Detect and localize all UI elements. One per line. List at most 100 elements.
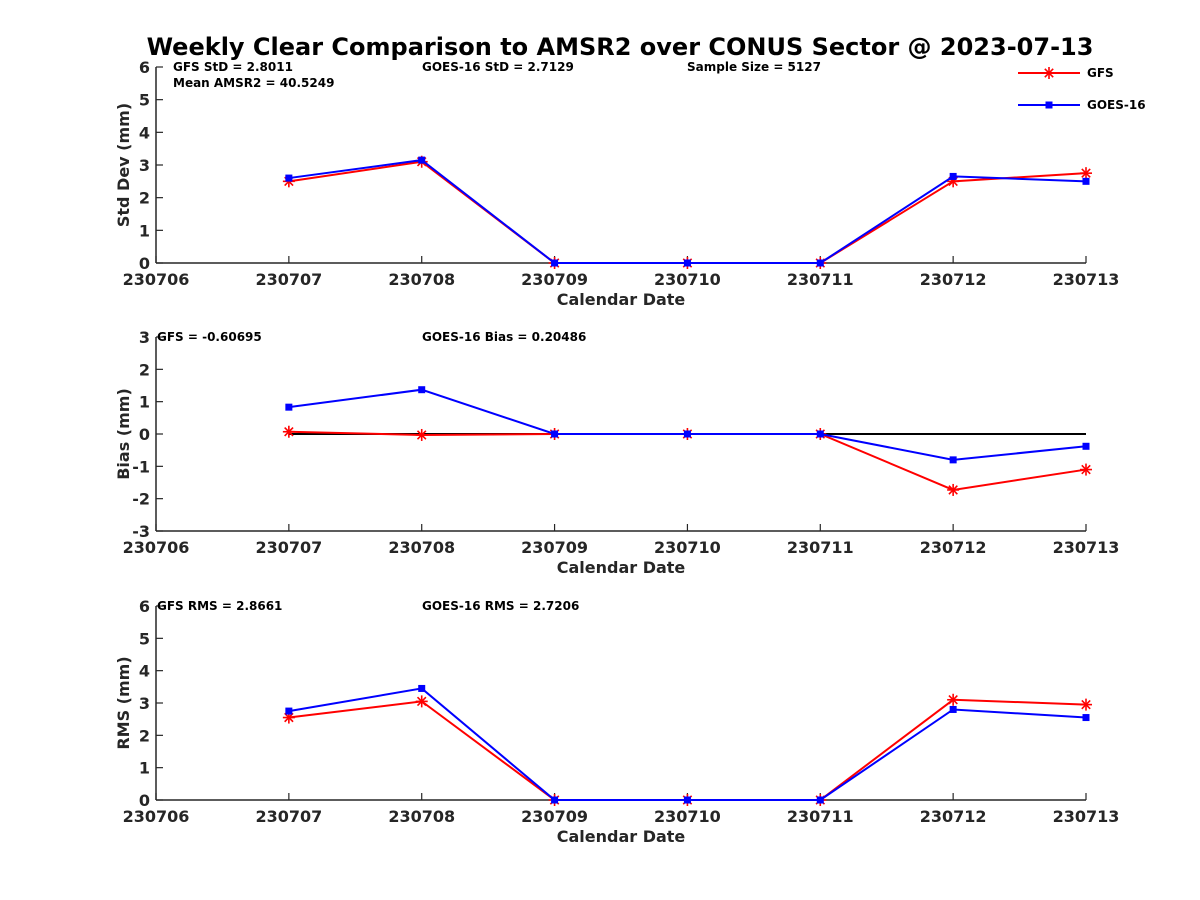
x-tick-label: 230709 — [521, 270, 588, 289]
series-goes-16 — [285, 684, 1090, 804]
y-tick-label: 1 — [139, 759, 150, 778]
y-tick-label: 2 — [139, 189, 150, 208]
data-point — [418, 684, 426, 692]
x-tick-label: 230710 — [654, 807, 721, 826]
x-tick-label: 230707 — [255, 807, 322, 826]
x-tick-label: 230709 — [521, 807, 588, 826]
y-tick-label: 3 — [139, 328, 150, 347]
y-tick-label: -3 — [132, 522, 150, 541]
stat-text: GFS RMS = 2.8661 — [157, 599, 282, 613]
marker-stroke — [416, 696, 427, 707]
y-tick-label: 4 — [139, 662, 150, 681]
series-goes-16 — [285, 156, 1090, 267]
series-line — [288, 430, 1087, 491]
x-tick-label: 230711 — [787, 538, 854, 557]
stat-text: Sample Size = 5127 — [687, 60, 821, 74]
data-point — [282, 425, 295, 438]
stat-text: Mean AMSR2 = 40.5249 — [173, 76, 334, 90]
panel-std: 0 1 2 3 4 5 6 230706 230707 230708 230709 230710 230… — [114, 58, 1119, 309]
x-tick-label: 230707 — [255, 270, 322, 289]
legend-label: GFS — [1087, 66, 1114, 80]
x-axis-label: Calendar Date — [557, 290, 686, 309]
data-point — [285, 707, 293, 715]
y-axis-label: Bias (mm) — [114, 388, 133, 480]
data-point — [683, 259, 691, 267]
stat-text: GOES-16 Bias = 0.20486 — [422, 330, 586, 344]
x-axis-label: Calendar Date — [557, 827, 686, 846]
x-tick-label: 230713 — [1053, 270, 1120, 289]
x-tick-label: 230708 — [388, 538, 455, 557]
x-tick-label: 230712 — [920, 538, 987, 557]
y-tick-label: 0 — [139, 254, 150, 273]
y-tick-label: 3 — [139, 156, 150, 175]
data-point — [1080, 698, 1092, 711]
y-axis-label: RMS (mm) — [114, 656, 133, 749]
marker-stroke — [1081, 168, 1091, 178]
stat-text: GFS = -0.60695 — [157, 330, 262, 344]
data-point — [285, 174, 293, 182]
series-gfs — [282, 155, 1092, 269]
data-point — [418, 386, 426, 394]
legend-entry-goes-16: GOES-16 — [1018, 98, 1146, 112]
y-tick-label: 3 — [139, 694, 150, 713]
stat-text: GOES-16 RMS = 2.7206 — [422, 599, 579, 613]
marker-stroke — [1081, 699, 1091, 710]
y-axis-label: Std Dev (mm) — [114, 103, 133, 227]
data-point — [1082, 714, 1090, 722]
data-point — [947, 693, 960, 706]
x-tick-label: 230713 — [1053, 538, 1120, 557]
series-line — [288, 698, 1087, 801]
data-point — [415, 428, 428, 441]
y-tick-label: 1 — [139, 393, 150, 412]
legend-marker — [1043, 67, 1055, 79]
x-tick-label: 230713 — [1053, 807, 1120, 826]
legend-marker — [1045, 101, 1053, 109]
data-point — [683, 430, 691, 438]
y-tick-label: 5 — [139, 629, 150, 648]
marker-stroke — [416, 430, 427, 440]
data-point — [816, 259, 824, 267]
x-axis-label: Calendar Date — [557, 558, 686, 577]
data-point — [947, 483, 960, 496]
data-point — [551, 259, 559, 267]
stat-text: GOES-16 StD = 2.7129 — [422, 60, 574, 74]
data-point — [1080, 167, 1092, 180]
data-point — [949, 456, 957, 464]
series-line — [288, 388, 1087, 461]
y-tick-label: 5 — [139, 91, 150, 110]
data-point — [418, 156, 426, 164]
series-goes-16 — [285, 386, 1090, 464]
y-tick-label: 2 — [139, 726, 150, 745]
data-point — [683, 796, 691, 804]
x-tick-label: 230710 — [654, 538, 721, 557]
data-point — [285, 403, 293, 411]
data-point — [1082, 177, 1090, 185]
x-tick-label: 230706 — [123, 270, 190, 289]
marker-stroke — [284, 712, 294, 723]
series-line — [288, 159, 1087, 264]
x-tick-label: 230712 — [920, 807, 987, 826]
chart-title: Weekly Clear Comparison to AMSR2 over CO… — [147, 33, 1094, 61]
legend-entry-gfs: GFS — [1018, 66, 1114, 80]
x-tick-label: 230710 — [654, 270, 721, 289]
y-tick-label: 1 — [139, 221, 150, 240]
marker-stroke — [284, 426, 294, 437]
data-point — [415, 695, 428, 708]
marker-stroke — [1081, 464, 1091, 475]
x-tick-label: 230706 — [123, 538, 190, 557]
marker-stroke — [948, 695, 958, 705]
series-line — [288, 687, 1087, 801]
y-tick-label: -2 — [132, 490, 150, 509]
x-tick-label: 230708 — [388, 807, 455, 826]
x-tick-label: 230706 — [123, 807, 190, 826]
data-point — [1082, 442, 1090, 450]
x-tick-label: 230712 — [920, 270, 987, 289]
data-point — [949, 705, 957, 713]
stat-text: GFS StD = 2.8011 — [173, 60, 293, 74]
data-point — [551, 430, 559, 438]
x-tick-label: 230707 — [255, 538, 322, 557]
legend-label: GOES-16 — [1087, 98, 1146, 112]
marker-stroke — [948, 485, 958, 495]
